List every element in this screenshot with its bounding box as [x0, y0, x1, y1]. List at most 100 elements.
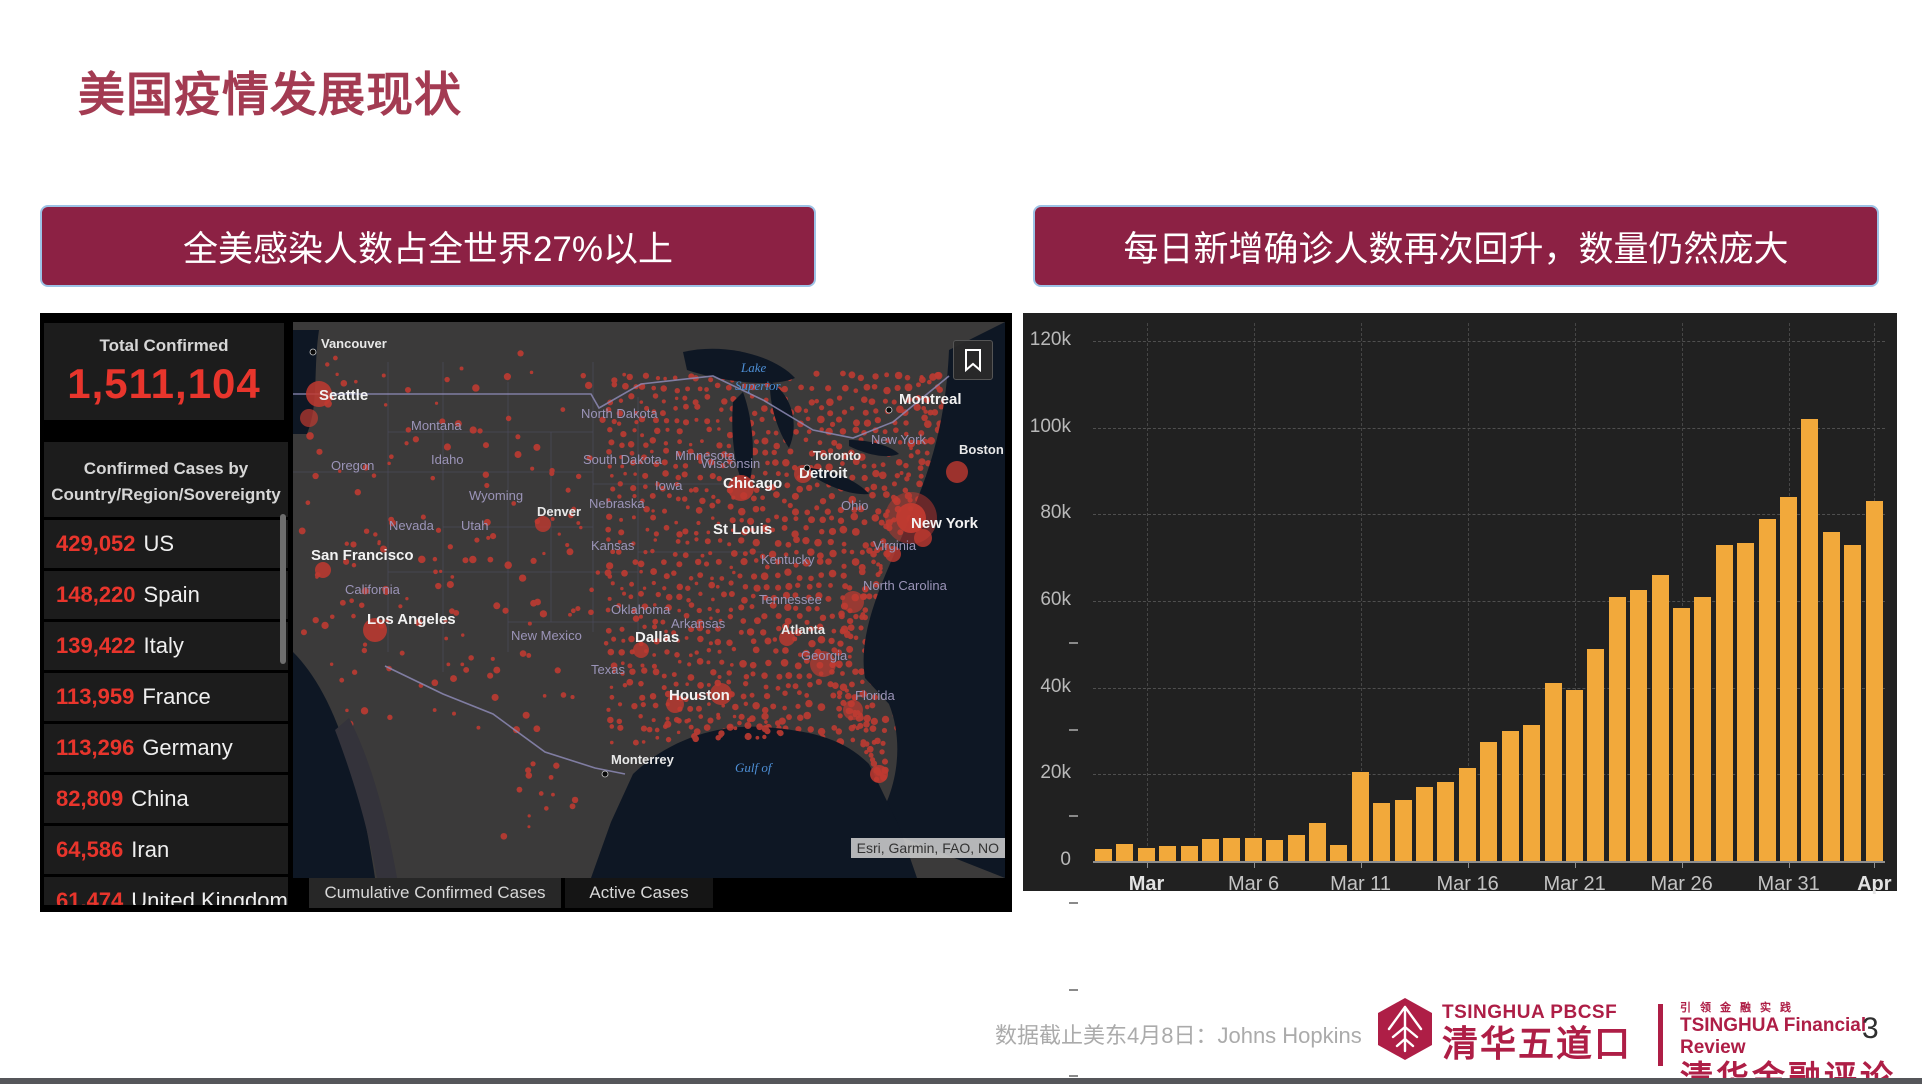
- y-tick-20k: 20k: [1023, 762, 1078, 1078]
- country-name: US: [143, 531, 175, 556]
- map-label-minnesota: Minnesota: [675, 448, 736, 463]
- bar-apr-1: [1801, 419, 1819, 861]
- y-tick-0: 0: [1060, 849, 1071, 870]
- bookmark-button[interactable]: [953, 340, 993, 380]
- map-label-nevada: Nevada: [389, 518, 435, 533]
- jhu-dashboard: Total Confirmed 1,511,104 Confirmed Case…: [40, 313, 1012, 912]
- x-tick-label-mar-16: Mar 16: [1436, 873, 1499, 895]
- map-label-montana: Montana: [411, 418, 462, 433]
- scrollbar-thumb[interactable]: [280, 514, 286, 664]
- country-row-spain[interactable]: 148,220 Spain: [44, 568, 288, 619]
- country-case-count: 148,220: [56, 582, 136, 607]
- map-label-houston: Houston: [669, 687, 730, 704]
- bar-mar-29: [1737, 542, 1755, 861]
- map-label-chicago: Chicago: [723, 475, 782, 492]
- bookmark-icon: [965, 349, 981, 372]
- bar-apr-3: [1844, 544, 1862, 861]
- x-tick-label-mar-26: Mar 26: [1650, 873, 1713, 895]
- map-label-texas: Texas: [591, 662, 625, 677]
- bar-mar-9: [1309, 822, 1327, 861]
- map-label-los-angeles: Los Angeles: [367, 611, 456, 628]
- x-axis-line: [1093, 861, 1885, 863]
- country-name: United Kingdom: [131, 888, 288, 905]
- h-gridline: [1093, 687, 1885, 689]
- map-label-utah: Utah: [461, 518, 488, 533]
- total-confirmed-value: 1,511,104: [67, 359, 261, 407]
- y-tick-100k: 100k: [1023, 416, 1078, 731]
- country-name: Germany: [142, 735, 233, 760]
- plot-area: Mar Mar 6 Mar 11 Mar 16 Mar 21 Mar 26 Mar 31 Ap…: [1093, 313, 1892, 895]
- page-number: 3: [1862, 1012, 1879, 1045]
- x-tick-label-mar: Mar: [1128, 873, 1165, 895]
- x-tick-label-mar-31: Mar 31: [1757, 873, 1820, 895]
- banner-right: 每日新增确诊人数再次回升，数量仍然庞大: [1033, 205, 1879, 287]
- country-case-count: 139,422: [56, 633, 136, 658]
- map-label-boston: Boston: [959, 442, 1004, 457]
- map-label-north-dakota: North Dakota: [581, 406, 658, 421]
- map-label-arkansas: Arkansas: [671, 616, 726, 631]
- bar-mar-27: [1694, 596, 1712, 861]
- country-row-italy[interactable]: 139,422 Italy: [44, 619, 288, 670]
- map-attribution: Esri, Garmin, FAO, NO: [850, 838, 1005, 858]
- tab-cumulative-confirmed-cases[interactable]: Cumulative Confirmed Cases: [309, 878, 561, 908]
- map-label-kansas: Kansas: [591, 538, 635, 553]
- map-label-oregon: Oregon: [331, 458, 374, 473]
- review-tagline: 引领金融实践: [1680, 1002, 1800, 1014]
- country-name: China: [131, 786, 189, 811]
- map-label-montreal: Montreal: [899, 391, 962, 408]
- bar-mar-18: [1501, 731, 1519, 861]
- country-row-germany[interactable]: 113,296 Germany: [44, 721, 288, 772]
- country-row-united-kingdom[interactable]: 61,474 United Kingdom: [44, 874, 288, 905]
- map-label-iowa: Iowa: [655, 478, 683, 493]
- v-gridline: [1146, 323, 1148, 861]
- tab-active-cases[interactable]: Active Cases: [565, 878, 713, 908]
- y-tick-40k: 40k: [1023, 676, 1078, 991]
- bar-mar-1: [1137, 848, 1155, 861]
- country-row-china[interactable]: 82,809 China: [44, 772, 288, 823]
- x-tick-label-mar-11: Mar 11: [1330, 873, 1391, 895]
- bottom-edge-strip: [0, 1078, 1922, 1084]
- country-row-france[interactable]: 113,959 France: [44, 670, 288, 721]
- bar-mar-24: [1630, 590, 1648, 861]
- map-label-virginia: Virginia: [873, 538, 917, 553]
- x-tick-mark: [1788, 861, 1790, 868]
- country-name: France: [142, 684, 211, 709]
- bar-mar-12: [1373, 802, 1391, 861]
- country-case-count: 61,474: [56, 888, 124, 905]
- country-row-us[interactable]: 429,052 US: [44, 517, 288, 568]
- bar-mar-6: [1244, 838, 1262, 861]
- banner-left: 全美感染人数占全世界27%以上: [40, 205, 816, 287]
- x-tick-mark: [1681, 861, 1683, 868]
- banner-right-label: 每日新增确诊人数再次回升，数量仍然庞大: [1123, 229, 1789, 269]
- map-label-monterrey: Monterrey: [611, 752, 675, 767]
- map-label-florida: Florida: [855, 688, 896, 703]
- map-label-ohio: Ohio: [841, 498, 868, 513]
- country-list-panel: Confirmed Cases by Country/Region/Sovere…: [44, 442, 288, 905]
- country-row-iran[interactable]: 64,586 Iran: [44, 823, 288, 874]
- bar-feb-28: [1095, 849, 1112, 861]
- map-label-lake: Lake: [740, 360, 767, 375]
- country-case-count: 113,296: [56, 735, 135, 760]
- map-label-georgia: Georgia: [801, 648, 848, 663]
- x-tick-mark: [1467, 861, 1469, 868]
- pbcsf-wordmark: TSINGHUA PBCSF 清华五道口: [1442, 1002, 1632, 1064]
- x-tick-mark: [1874, 861, 1876, 868]
- us-cases-map[interactable]: Vancouver Seattle Montana North Dakota Minne…: [293, 322, 1005, 878]
- map-label-dallas: Dallas: [635, 629, 679, 646]
- bar-mar-21: [1565, 689, 1583, 861]
- data-source-note: 数据截止美东4月8日：Johns Hopkins: [995, 1023, 1362, 1048]
- x-tick-mark: [1253, 861, 1255, 868]
- h-gridline: [1093, 601, 1885, 603]
- x-tick-label-mar-21: Mar 21: [1543, 873, 1606, 895]
- total-confirmed-panel: Total Confirmed 1,511,104: [44, 323, 284, 420]
- country-case-count: 429,052: [56, 531, 136, 556]
- map-tabs-bar: Cumulative Confirmed Cases Active Cases: [293, 878, 1005, 908]
- bar-mar-10: [1330, 845, 1348, 861]
- bar-mar-25: [1651, 575, 1669, 861]
- map-label-toronto: Toronto: [813, 448, 861, 463]
- bar-mar-7: [1266, 840, 1284, 861]
- bar-feb-29: [1116, 844, 1134, 861]
- review-line1: TSINGHUA Financial Review: [1680, 1015, 1867, 1058]
- daily-new-cases-chart: 0 20k 40k 60k 80k 100k 120k Mar Mar 6 Mar 11 Mar …: [1023, 313, 1897, 1078]
